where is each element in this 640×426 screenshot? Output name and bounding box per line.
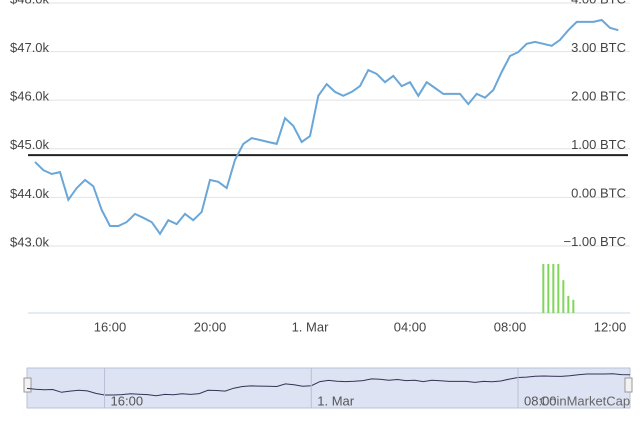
y-tick-label: $45.0k (10, 137, 50, 152)
y2-tick-label: 0.00 BTC (571, 185, 626, 200)
volume-bar (542, 264, 545, 313)
y-tick-label: $46.0k (10, 89, 50, 104)
y2-tick-label: 3.00 BTC (571, 40, 626, 55)
x-tick-label: 12:00 (594, 319, 627, 334)
y2-tick-label: −1.00 BTC (563, 234, 626, 249)
navigator-label: 08:00 (524, 393, 557, 408)
y-tick-label: $48.0k (10, 0, 50, 6)
volume-bar (547, 264, 550, 313)
x-tick-label: 1. Mar (292, 319, 330, 334)
price-line (34, 18, 619, 236)
volume-bar (557, 264, 560, 313)
navigator-label: 16:00 (111, 393, 144, 408)
navigator-handle[interactable] (23, 377, 32, 393)
y2-tick-label: 1.00 BTC (571, 137, 626, 152)
x-tick-label: 08:00 (494, 319, 527, 334)
x-tick-label: 04:00 (394, 319, 427, 334)
y-tick-label: $43.0k (10, 234, 50, 249)
volume-bar (567, 295, 570, 313)
navigator-label: 1. Mar (317, 393, 355, 408)
x-tick-label: 16:00 (94, 319, 127, 334)
y2-tick-label: 2.00 BTC (571, 88, 626, 103)
y2-tick-label: 4.00 BTC (571, 0, 626, 6)
y-tick-label: $47.0k (10, 40, 50, 55)
y-tick-label: $44.0k (10, 186, 50, 201)
navigator-handle[interactable] (624, 377, 633, 393)
volume-bar (562, 280, 565, 313)
navigator-line (26, 373, 631, 397)
volume-bar (552, 264, 555, 313)
volume-bar (572, 299, 575, 313)
credit: CoinMarketCap (540, 393, 630, 408)
x-tick-label: 20:00 (194, 319, 227, 334)
